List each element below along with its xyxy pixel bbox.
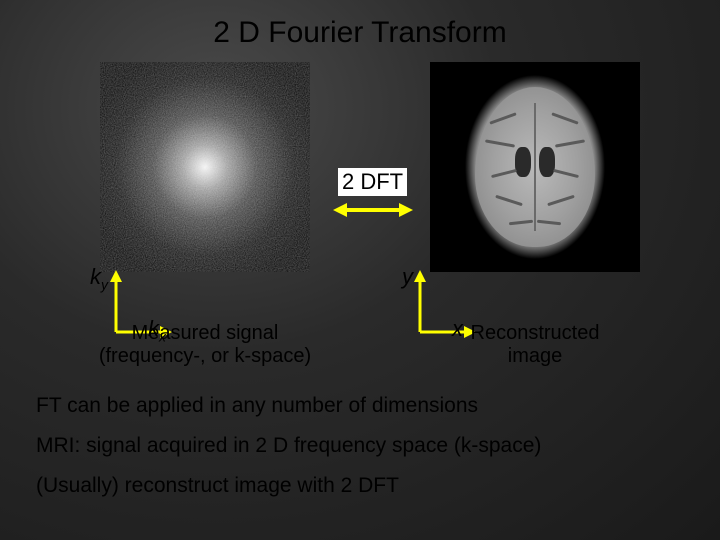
dft-label: 2 DFT (338, 168, 407, 196)
axis-right-y-label: y (402, 264, 413, 290)
page-title: 2 D Fourier Transform (0, 0, 720, 50)
caption-right: Reconstructed image (420, 322, 650, 368)
double-arrow-icon (333, 199, 413, 221)
kspace-noise (100, 62, 310, 272)
brain-sulcus (547, 195, 575, 207)
brain-sulcus (485, 139, 515, 147)
brain-sulcus (489, 112, 516, 124)
body-line-2: MRI: signal acquired in 2 D frequency sp… (36, 434, 541, 458)
caption-right-line1: Reconstructed (420, 322, 650, 345)
brain-sulcus (537, 220, 561, 225)
caption-right-line2: image (420, 345, 650, 368)
brain-ventricle (539, 147, 555, 177)
brain-sulcus (509, 220, 533, 225)
axis-label-text: y (402, 264, 413, 289)
caption-left-line1: Measured signal (60, 322, 350, 345)
caption-left-line2: (frequency-, or k-space) (60, 345, 350, 368)
body-line-1: FT can be applied in any number of dimen… (36, 394, 478, 418)
body-line-3: (Usually) reconstruct image with 2 DFT (36, 474, 399, 498)
caption-left: Measured signal (frequency-, or k-space) (60, 322, 350, 368)
brain-midline (534, 103, 536, 231)
brain-sulcus (495, 195, 523, 207)
brain-ventricle (515, 147, 531, 177)
figure-row: 2 DFT ky kx y x (0, 62, 720, 322)
brain-sulcus (555, 139, 585, 147)
kspace-panel (100, 62, 310, 272)
brain-sulcus (553, 169, 579, 178)
brain-sulcus (551, 112, 578, 124)
axis-left-y-label: ky (90, 264, 108, 292)
axis-label-text: k (90, 264, 101, 289)
mri-panel (430, 62, 640, 272)
axis-label-sub: y (101, 276, 108, 292)
brain-sulcus (491, 169, 517, 178)
